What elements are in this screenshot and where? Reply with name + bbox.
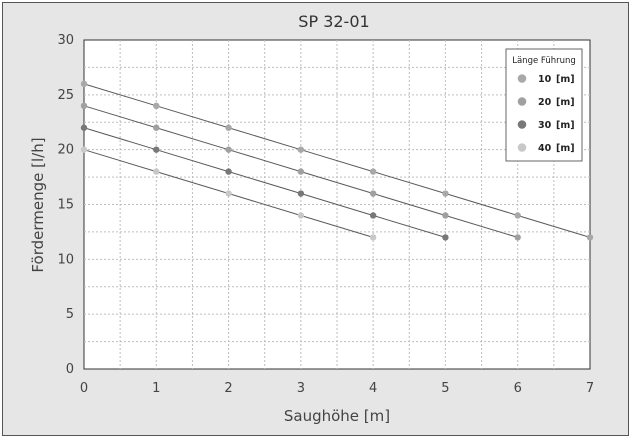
legend-label: 30 (538, 120, 552, 131)
x-tick-label: 5 (441, 381, 449, 396)
y-tick-label: 25 (57, 88, 74, 103)
x-tick-label: 3 (297, 381, 305, 396)
data-point (442, 234, 449, 241)
legend-label: 20 (538, 97, 552, 108)
data-series (80, 80, 594, 241)
data-point (153, 102, 160, 110)
x-tick-label: 6 (514, 381, 522, 396)
data-point (153, 124, 160, 131)
legend-box (505, 48, 583, 162)
legend-label: 10 (538, 74, 552, 85)
data-point (514, 234, 521, 241)
data-point (369, 212, 377, 219)
data-point (225, 146, 232, 153)
tick-labels: 0 1 2 3 4 5 6 7 0 5 10 15 20 25 30 (57, 33, 594, 396)
data-point (442, 190, 449, 197)
data-point (297, 190, 305, 197)
legend-marker (517, 97, 527, 106)
data-point (297, 168, 305, 175)
legend-items: 10 [m] 20 [m] 30 [m] 40 [m] (517, 74, 575, 154)
chart-canvas: SP 32-01 0 1 2 3 4 5 6 7 0 5 10 15 20 25 30 Länge Führ… (29, 12, 594, 425)
y-tick-label: 5 (66, 307, 74, 322)
data-point (153, 168, 160, 175)
y-tick-label: 30 (57, 33, 74, 48)
legend: Länge Führung 10 [m] 20 [m] 30 [m] 40 [m] (505, 48, 583, 162)
x-tick-label: 7 (586, 381, 594, 396)
data-point (80, 146, 88, 153)
data-point (514, 212, 521, 219)
x-axis-label: Saughöhe [m] (284, 407, 390, 425)
legend-label: 40 (538, 143, 552, 154)
legend-unit: [m] (556, 74, 575, 85)
legend-title: Länge Führung (512, 56, 576, 66)
data-point (80, 124, 88, 131)
data-point (225, 124, 232, 131)
legend-unit: [m] (556, 120, 575, 131)
legend-unit: [m] (556, 97, 575, 108)
x-tick-label: 4 (369, 381, 377, 396)
data-point (225, 168, 232, 175)
series-line-3 (83, 127, 446, 238)
y-tick-label: 0 (66, 362, 74, 377)
data-point (297, 212, 305, 219)
data-point (369, 190, 377, 197)
legend-unit: [m] (556, 143, 575, 154)
data-point (297, 146, 305, 153)
y-tick-label: 20 (57, 143, 74, 158)
y-tick-label: 15 (57, 198, 74, 213)
series-line-1 (83, 83, 591, 238)
legend-marker (517, 120, 527, 129)
data-point (442, 212, 449, 219)
y-axis-label: Fördermenge [l/h] (29, 137, 47, 272)
x-tick-label: 1 (152, 381, 160, 396)
data-point (369, 234, 377, 241)
data-point (80, 80, 88, 88)
data-point (586, 234, 594, 241)
chart-title: SP 32-01 (298, 12, 369, 31)
legend-marker (517, 143, 527, 152)
x-tick-label: 2 (224, 381, 232, 396)
x-tick-label: 0 (80, 381, 88, 396)
legend-marker (517, 74, 527, 83)
data-point (80, 102, 88, 110)
data-point (369, 168, 377, 175)
data-point (225, 190, 232, 197)
y-tick-label: 10 (57, 252, 74, 267)
data-point (153, 146, 160, 153)
